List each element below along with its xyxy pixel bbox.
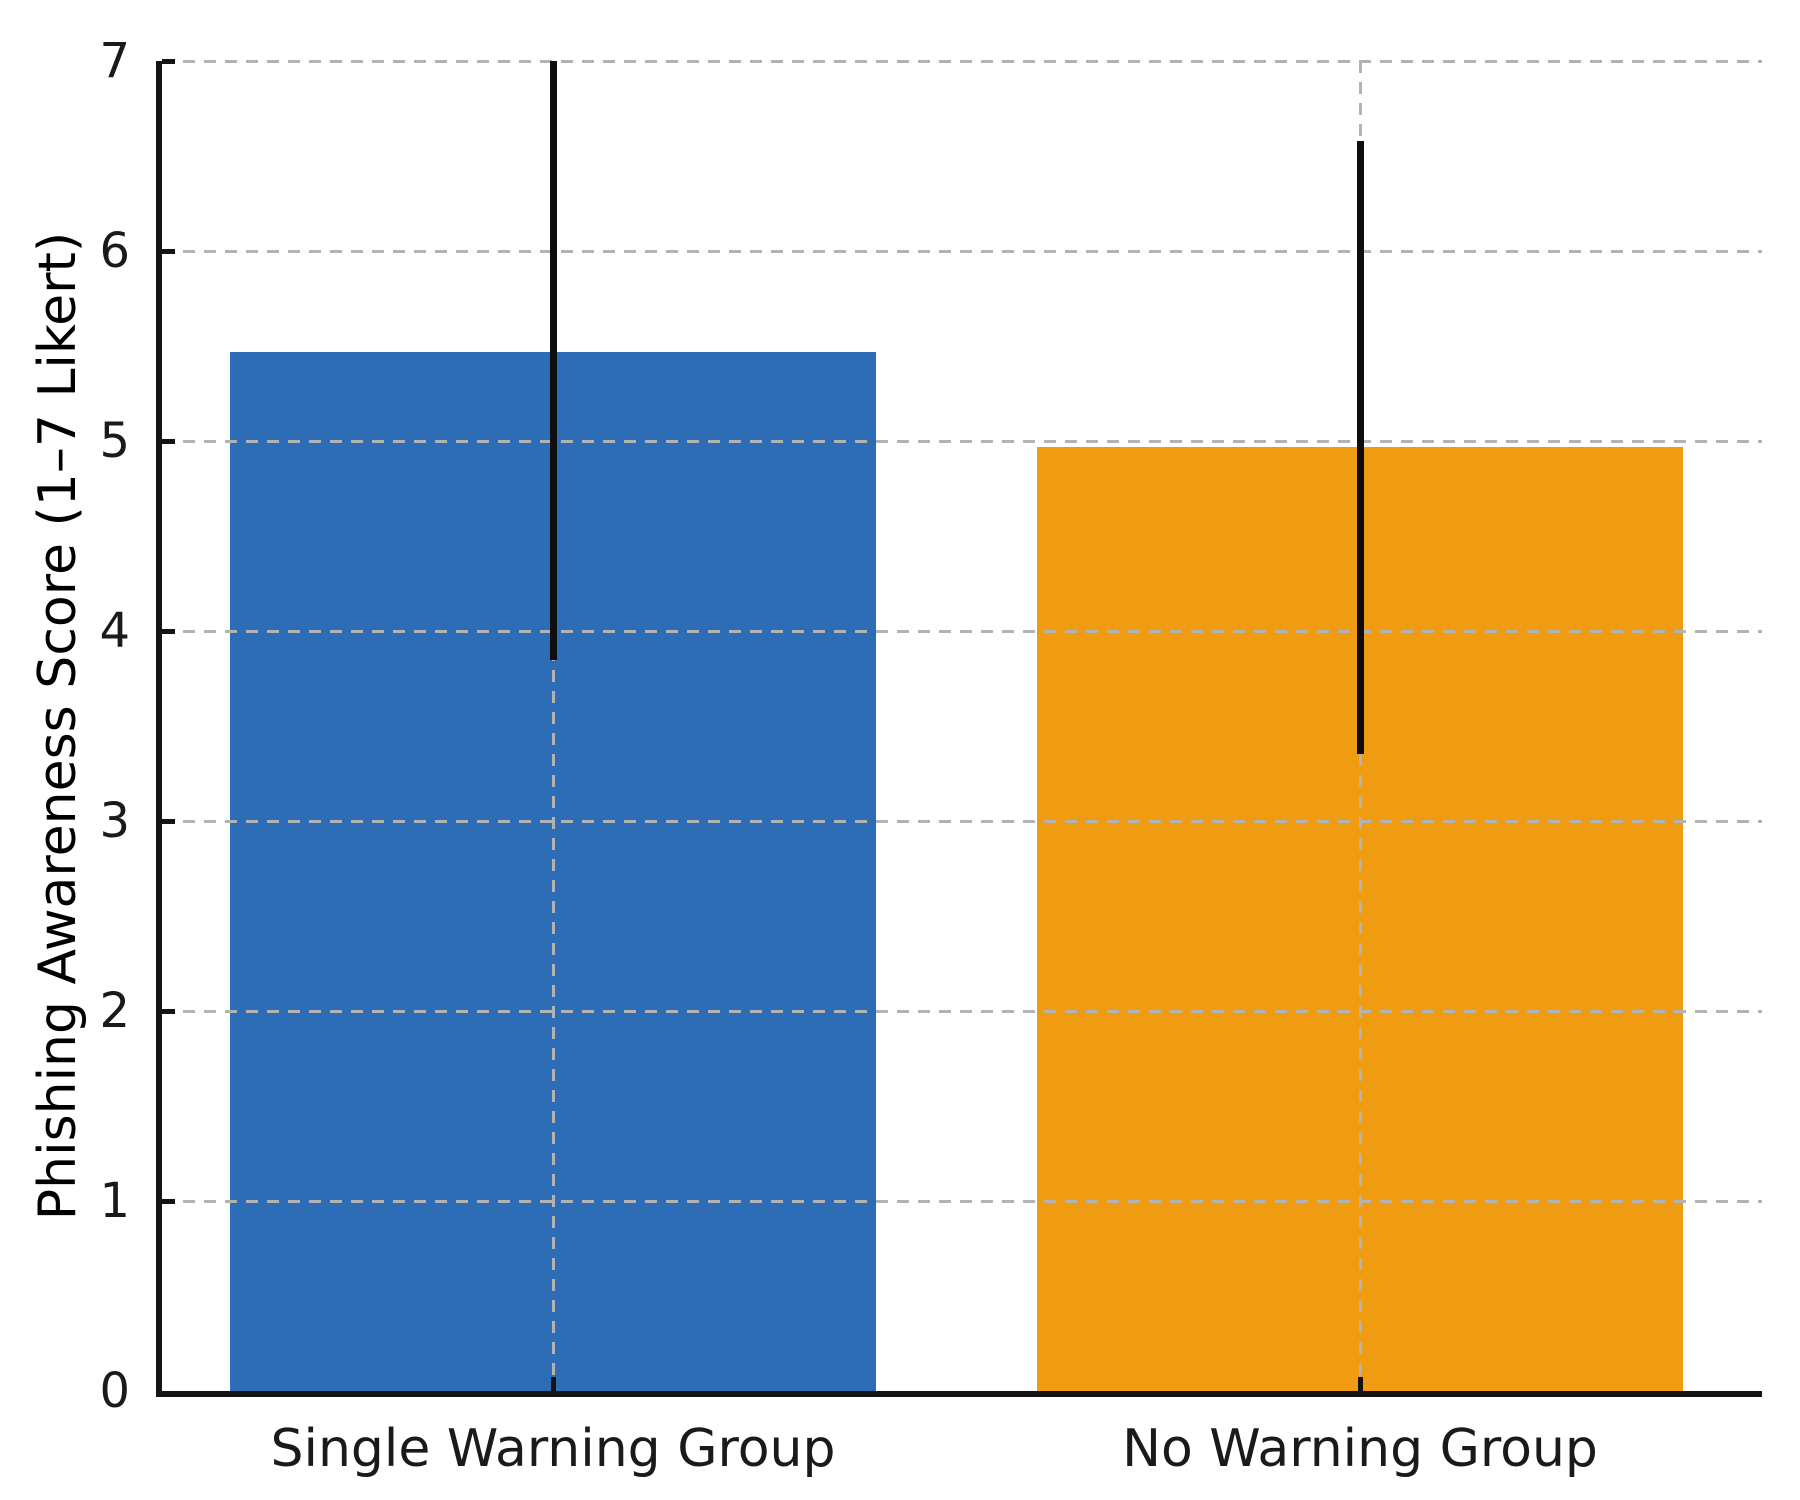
v-gridline-single-warning-group [551,61,555,1391]
error-bar-no-warning-group [1356,140,1364,755]
h-gridline-3 [162,819,1762,823]
h-gridline-6 [162,249,1762,253]
h-gridline-5 [162,439,1762,443]
y-tick-2 [162,1008,175,1014]
y-tick-4 [162,628,175,634]
h-gridline-1 [162,1199,1762,1203]
error-bar-single-warning-group [549,61,557,660]
x-tick-no-warning-group [1357,1377,1363,1391]
y-axis-label: Phishing Awareness Score (1–7 Likert) [28,231,88,1221]
y-tick-3 [162,818,175,824]
y-tick-6 [162,248,175,254]
h-gridline-2 [162,1009,1762,1013]
h-gridline-4 [162,629,1762,633]
h-gridline-7 [162,59,1762,63]
y-tick-7 [162,58,175,64]
y-tick-label-2: 2 [99,983,130,1039]
plot-area: 0 1 2 3 4 5 6 7 Single Warning Group No Warning G… [99,33,1762,1479]
y-tick-label-1: 1 [99,1173,130,1229]
x-axis-spine [156,1391,1762,1397]
y-tick-label-4: 4 [99,603,130,659]
x-tick-single-warning-group [550,1377,556,1391]
y-tick-label-5: 5 [99,413,130,469]
y-axis-spine [156,61,162,1397]
y-tick-label-3: 3 [99,793,130,849]
y-tick-1 [162,1198,175,1204]
y-tick-label-0: 0 [99,1363,130,1419]
y-tick-label-7: 7 [99,33,130,89]
x-tick-label-no-warning-group: No Warning Group [1122,1419,1598,1479]
x-tick-label-single-warning-group: Single Warning Group [270,1419,836,1479]
y-tick-5 [162,438,175,444]
y-tick-label-6: 6 [99,223,130,279]
